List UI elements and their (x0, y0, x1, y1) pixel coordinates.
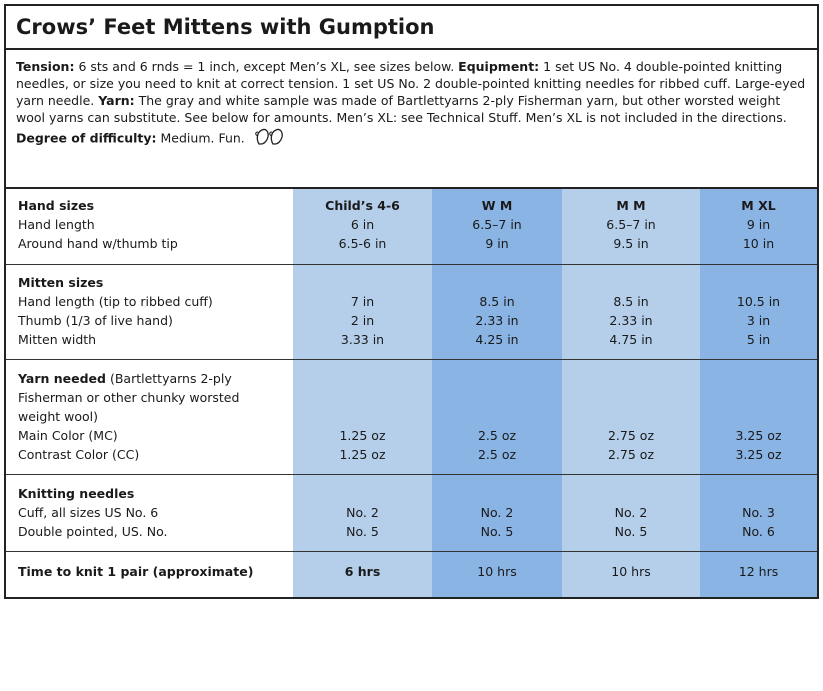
yarn-needed-note: (Bartlettyarns 2-ply Fisherman or other … (18, 371, 240, 424)
table-row-label: Cuff, all sizes US No. 6 (18, 505, 159, 520)
section-divider (6, 474, 817, 475)
hand-sizes-header: Hand sizes (18, 198, 95, 213)
yarn-needed-header: Yarn needed (Bartlettyarns 2-ply Fisherm… (18, 369, 278, 426)
column-childs (293, 187, 432, 597)
table-cell: 3.33 in (340, 332, 385, 347)
table-row-label: Contrast Color (CC) (18, 447, 140, 462)
tension-text: 6 sts and 6 rnds = 1 inch, except Men’s … (74, 59, 459, 74)
difficulty-text: Medium. Fun. (156, 130, 245, 146)
table-cell: 3.25 oz (735, 428, 782, 443)
yarn-needed-label: Yarn needed (18, 371, 106, 386)
table-cell: No. 2 (480, 505, 514, 520)
table-row-label: Main Color (MC) (18, 428, 118, 443)
table-cell: 2.5 oz (477, 447, 517, 462)
page-title: Crows’ Feet Mittens with Gumption (16, 15, 435, 39)
table-cell: No. 6 (742, 524, 775, 539)
table-cell: 6 hrs (344, 564, 381, 579)
table-top-divider (6, 187, 817, 189)
section-divider (6, 551, 817, 552)
table-cell: No. 3 (742, 505, 775, 520)
title-bar: Crows’ Feet Mittens with Gumption (6, 6, 817, 50)
equipment-label: Equipment: (458, 59, 540, 74)
table-row-label: Double pointed, US. No. (18, 524, 168, 539)
size-mm-header: M M (616, 198, 646, 213)
table-cell: 10 hrs (611, 564, 651, 579)
knitting-needles-header: Knitting needles (18, 486, 135, 501)
table-cell: 9.5 in (613, 236, 649, 251)
table-cell: 1.25 oz (339, 428, 386, 443)
size-mxl-header: M XL (741, 198, 776, 213)
equipment-text: 1 set US No. 4 double-pointed knitting n… (16, 59, 806, 108)
table-cell: 6.5-6 in (338, 236, 387, 251)
tension-label: Tension: (16, 59, 75, 74)
column-mm (562, 187, 700, 597)
mitten-pair-icon (254, 127, 285, 151)
table-cell: 9 in (746, 217, 771, 232)
table-cell: No. 5 (346, 524, 379, 539)
table-cell: 3 in (746, 313, 771, 328)
table-cell: 4.25 in (475, 332, 519, 347)
table-cell: 5 in (746, 332, 771, 347)
table-row-label: Thumb (1/3 of live hand) (18, 313, 173, 328)
sizes-table: Hand sizes Child’s 4-6 W M M M M XL Hand… (6, 187, 817, 597)
difficulty-label: Degree of difficulty: (16, 130, 157, 146)
time-to-knit-label: Time to knit 1 pair (approximate) (18, 564, 254, 579)
yarn-text: The gray and white sample was made of Ba… (16, 93, 787, 125)
table-row-label: Mitten width (18, 332, 97, 347)
table-cell: 2.75 oz (607, 428, 654, 443)
table-cell: 6.5–7 in (472, 217, 522, 232)
section-divider (6, 359, 817, 360)
difficulty-line: Degree of difficulty: Medium. Fun. (16, 127, 811, 151)
table-cell: 6.5–7 in (606, 217, 656, 232)
table-cell: 9 in (485, 236, 509, 251)
table-cell: No. 2 (346, 505, 379, 520)
table-cell: 1.25 oz (339, 447, 386, 462)
table-cell: 10 in (742, 236, 775, 251)
mitten-sizes-header: Mitten sizes (18, 275, 104, 290)
table-row-label: Hand length (18, 217, 95, 232)
size-wm-header: W M (481, 198, 513, 213)
column-wm (432, 187, 562, 597)
section-divider (6, 264, 817, 265)
table-cell: No. 5 (480, 524, 514, 539)
table-cell: 2.33 in (475, 313, 519, 328)
table-cell: 10.5 in (736, 294, 781, 309)
table-cell: 6 in (350, 217, 375, 232)
pattern-card: Crows’ Feet Mittens with Gumption Tensio… (4, 4, 819, 599)
table-cell: 2.33 in (609, 313, 653, 328)
table-cell: 12 hrs (738, 564, 779, 579)
table-row-label: Around hand w/thumb tip (18, 236, 178, 251)
table-row-label: Hand length (tip to ribbed cuff) (18, 294, 213, 309)
table-cell: 2.5 oz (477, 428, 517, 443)
table-cell: No. 2 (614, 505, 648, 520)
table-cell: 8.5 in (479, 294, 515, 309)
table-cell: 2.75 oz (607, 447, 654, 462)
table-cell: 10 hrs (477, 564, 517, 579)
table-cell: 8.5 in (613, 294, 649, 309)
column-mxl (700, 187, 817, 597)
yarn-label: Yarn: (98, 93, 135, 108)
table-cell: 7 in (350, 294, 375, 309)
table-cell: 2 in (350, 313, 375, 328)
table-cell: No. 5 (614, 524, 648, 539)
table-cell: 4.75 in (609, 332, 653, 347)
table-cell: 3.25 oz (735, 447, 782, 462)
size-childs-header: Child’s 4-6 (325, 198, 400, 213)
intro-text: Tension: 6 sts and 6 rnds = 1 inch, exce… (16, 58, 811, 151)
